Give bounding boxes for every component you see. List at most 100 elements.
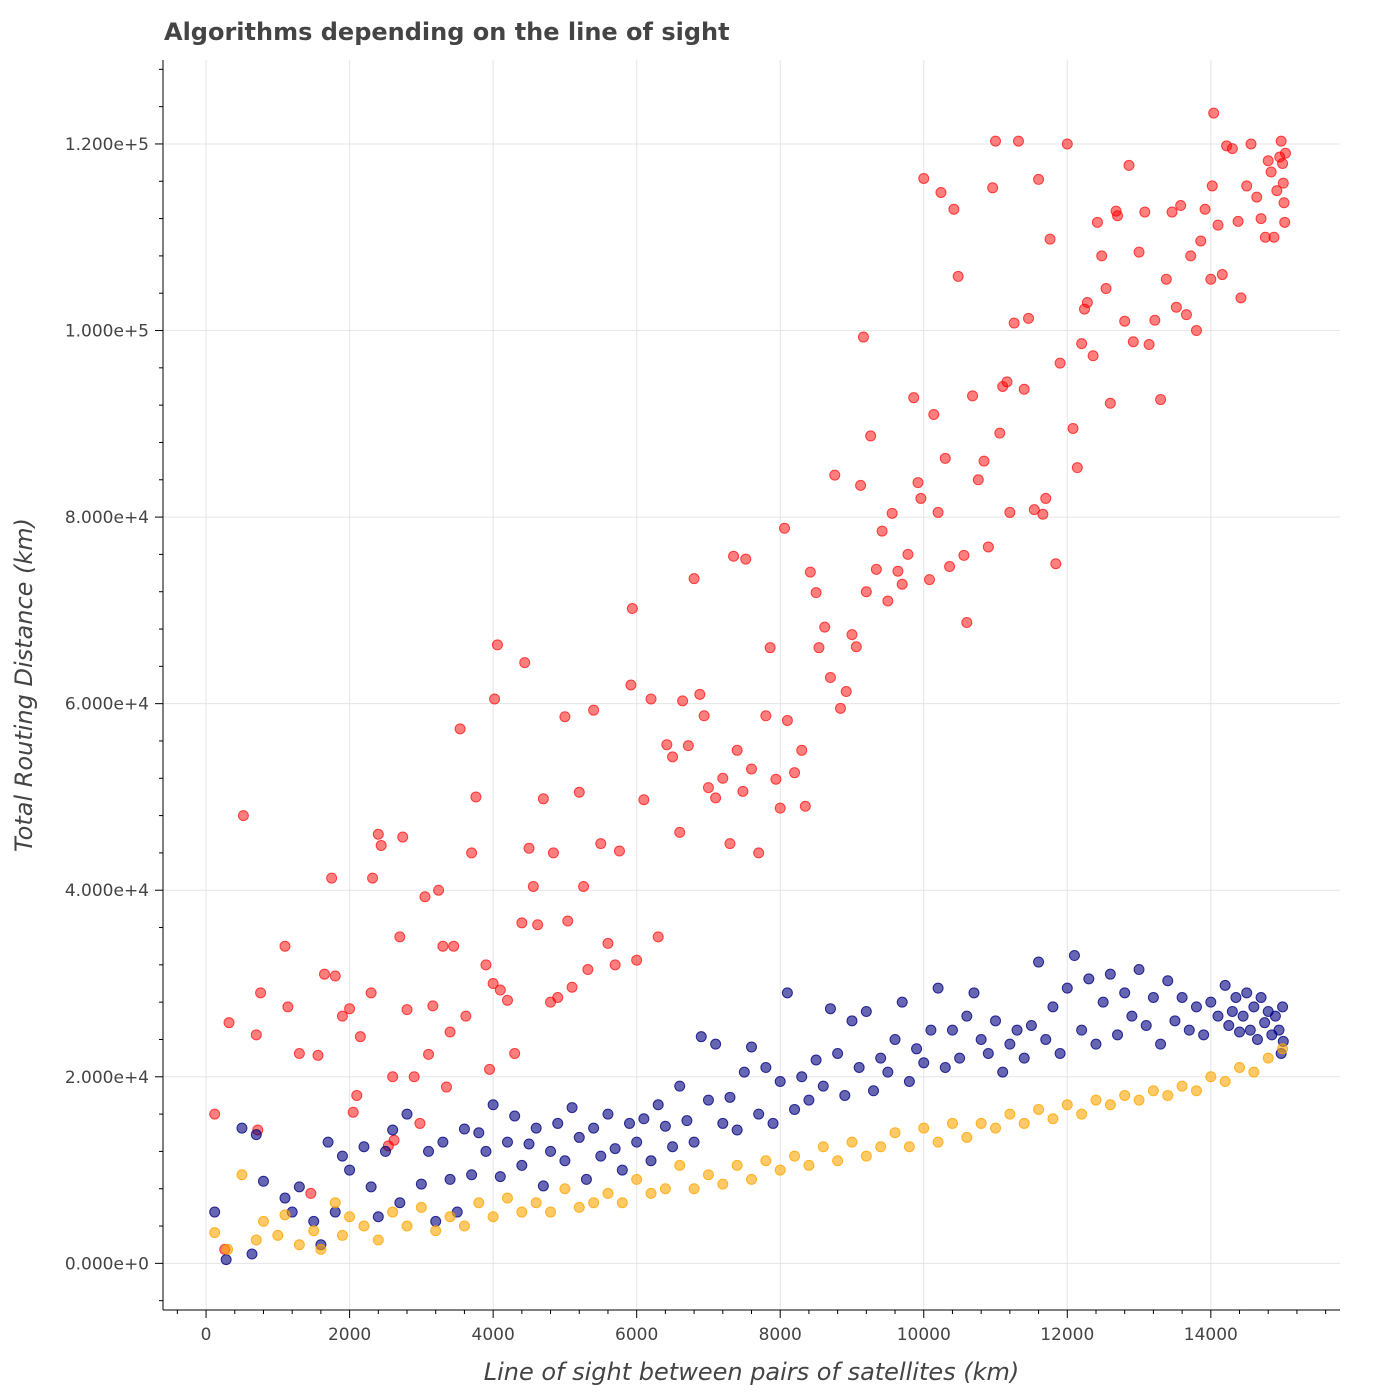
data-point xyxy=(740,553,752,565)
data-point xyxy=(1241,987,1253,999)
data-point xyxy=(746,1041,757,1053)
data-point xyxy=(631,1173,643,1185)
data-point xyxy=(545,1206,557,1218)
data-point xyxy=(1277,1043,1289,1055)
data-point xyxy=(509,1047,521,1059)
data-point xyxy=(315,1243,327,1255)
series-group xyxy=(209,107,1291,1255)
data-point xyxy=(444,1173,456,1185)
data-point xyxy=(1143,339,1155,351)
data-point xyxy=(1212,219,1224,231)
data-point xyxy=(616,1164,628,1176)
data-point xyxy=(1054,357,1066,369)
y-tick-label: 8.000e+4 xyxy=(65,508,149,528)
data-point xyxy=(616,1197,628,1209)
data-point xyxy=(717,1178,729,1190)
axes: 0 2000 4000 6000 8000 10000 12000 14000 0.000e+0… xyxy=(65,60,1340,1345)
data-point xyxy=(961,1010,973,1022)
data-point xyxy=(626,603,638,615)
data-point xyxy=(623,1117,635,1129)
data-point xyxy=(886,507,898,519)
data-point xyxy=(770,773,782,785)
data-point xyxy=(846,629,858,641)
data-point xyxy=(530,1122,542,1134)
data-point xyxy=(437,1136,449,1148)
data-point xyxy=(1008,317,1020,329)
data-point xyxy=(717,772,729,784)
data-point xyxy=(501,1136,513,1148)
y-tick-label: 1.200e+5 xyxy=(65,135,149,155)
data-point xyxy=(582,964,594,976)
data-point xyxy=(990,1015,1002,1027)
data-point xyxy=(1155,1038,1167,1050)
data-point xyxy=(1050,558,1062,570)
data-point xyxy=(1037,508,1049,520)
data-point xyxy=(1265,166,1277,178)
data-point xyxy=(645,693,657,705)
data-point xyxy=(408,1071,420,1083)
data-point xyxy=(1112,210,1124,222)
data-point xyxy=(602,1187,614,1199)
data-point xyxy=(799,800,811,812)
data-point xyxy=(896,996,908,1008)
x-tick-label: 8000 xyxy=(759,1325,802,1345)
data-point xyxy=(250,1129,262,1141)
data-point xyxy=(394,931,406,943)
data-point xyxy=(279,1192,291,1204)
data-point xyxy=(365,987,377,999)
data-point xyxy=(819,621,831,633)
data-point xyxy=(1212,1010,1224,1022)
data-point xyxy=(1185,250,1197,262)
data-point xyxy=(279,1209,291,1221)
data-point xyxy=(573,1201,585,1213)
data-point xyxy=(250,1029,262,1041)
data-point xyxy=(1237,1010,1249,1022)
y-tick-label: 6.000e+4 xyxy=(65,695,149,715)
data-point xyxy=(1183,1024,1195,1036)
data-point xyxy=(401,1220,413,1232)
data-point xyxy=(1011,1024,1023,1036)
data-point xyxy=(1047,1113,1059,1125)
data-point xyxy=(1248,1001,1260,1013)
data-point xyxy=(308,1225,320,1237)
data-point xyxy=(494,1171,506,1183)
data-point xyxy=(1169,1015,1181,1027)
data-point xyxy=(1234,1061,1246,1073)
data-point xyxy=(394,1197,406,1209)
data-point xyxy=(902,548,914,560)
data-point xyxy=(293,1047,305,1059)
data-point xyxy=(1104,968,1116,980)
data-point xyxy=(767,1117,779,1129)
data-point xyxy=(1097,996,1109,1008)
data-point xyxy=(667,751,679,763)
data-point xyxy=(397,831,409,843)
data-point xyxy=(1133,964,1145,976)
data-point xyxy=(810,587,822,599)
data-point xyxy=(737,785,749,797)
data-point xyxy=(523,842,535,854)
data-point xyxy=(1033,173,1045,185)
data-point xyxy=(738,1066,750,1078)
data-point xyxy=(336,1010,348,1022)
data-point xyxy=(1205,273,1217,285)
data-point xyxy=(968,987,980,999)
data-point xyxy=(1235,292,1247,304)
data-point xyxy=(682,740,694,752)
data-point xyxy=(1219,1075,1231,1087)
data-point xyxy=(908,392,920,404)
data-point xyxy=(566,981,578,993)
data-point xyxy=(972,474,984,486)
data-point xyxy=(423,1048,435,1060)
data-point xyxy=(903,1141,915,1153)
data-point xyxy=(293,1181,305,1193)
data-point xyxy=(329,970,341,982)
data-point xyxy=(358,1220,370,1232)
data-point xyxy=(731,1159,743,1171)
data-point xyxy=(789,1103,801,1115)
data-point xyxy=(578,880,590,892)
data-point xyxy=(840,686,852,698)
series-group xyxy=(209,1043,1289,1255)
data-point xyxy=(1119,987,1131,999)
data-point xyxy=(537,793,549,805)
data-point xyxy=(293,1239,305,1251)
